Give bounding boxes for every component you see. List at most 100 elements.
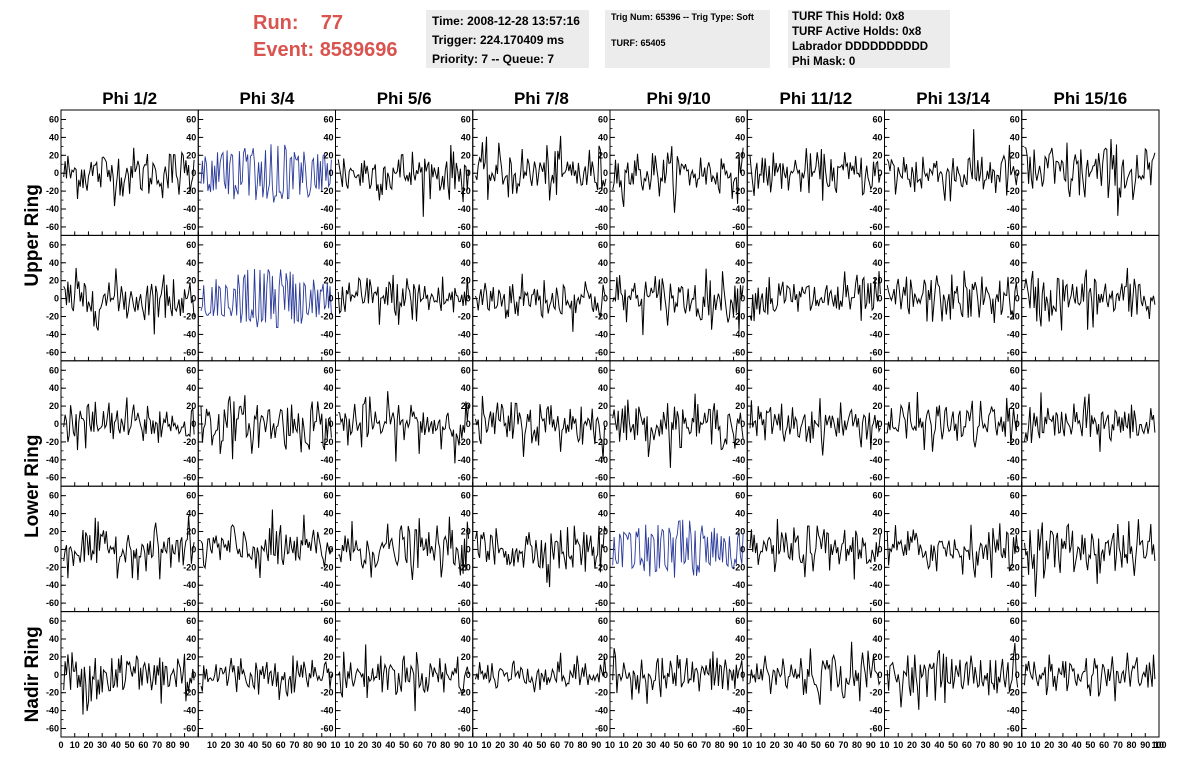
y-tick-label: 60 [1010,114,1020,124]
x-tick-label: 10 [742,740,752,750]
y-tick-label: 20 [872,276,882,286]
x-tick-label: 80 [989,740,999,750]
y-tick-label: -60 [1007,598,1020,608]
y-tick-label: -20 [595,312,608,322]
y-tick-label: 20 [49,526,59,536]
waveform-panel: -60 -40 -20 0 20 40 60 [46,109,199,236]
y-tick-label: -60 [869,347,882,357]
y-tick-label: 60 [461,365,471,375]
y-tick-label: 40 [1010,383,1020,393]
y-tick-label: 40 [49,132,59,142]
y-tick-label: -20 [869,437,882,447]
x-tick-label: 80 [303,740,313,750]
waveform-trace [886,642,1019,710]
y-tick-label: 40 [186,509,196,519]
y-tick-label: 20 [735,150,745,160]
y-tick-label: -20 [595,437,608,447]
waveform-trace [338,516,470,580]
y-tick-label: 20 [598,526,608,536]
y-tick-label: 40 [49,634,59,644]
y-tick-label: -20 [595,186,608,196]
y-tick-label: -20 [320,312,333,322]
phi-mask-text: Phi Mask: 0 [792,56,856,68]
y-tick-label: 20 [49,276,59,286]
y-tick-label: 40 [598,383,608,393]
y-tick-label: -60 [320,222,333,232]
waveform-trace [337,144,470,217]
y-tick-label: 40 [598,132,608,142]
y-tick-label: 0 [191,168,196,178]
x-tick-label: 10 [468,740,478,750]
waveform-panel: -60 -40 -20 0 20 40 60 [1007,234,1160,362]
waveform-trace [475,273,607,332]
y-tick-label: 20 [1010,150,1020,160]
x-tick-label: 30 [646,740,656,750]
x-tick-label: 70 [1113,740,1123,750]
x-tick-label: 10 [1030,740,1040,750]
y-tick-label: 40 [872,132,882,142]
y-tick-label: 40 [735,258,745,268]
waveform-trace [749,641,881,705]
trigger-info-box: Trig Num: 65396 -- Trig Type: Soft TURF:… [605,10,770,68]
y-tick-label: 0 [877,168,882,178]
column-header: Phi 9/10 [646,89,710,108]
y-tick-label: 0 [191,419,196,429]
y-tick-label: 60 [461,491,471,501]
y-tick-label: 60 [49,616,59,626]
waveform-trace [63,515,195,581]
waveform-panel: -60 -40 -20 0 20 40 60 [320,485,474,613]
y-tick-label: 0 [1015,670,1020,680]
waveform-trace [63,397,195,451]
y-tick-label: 40 [872,383,882,393]
y-tick-label: 40 [872,258,882,268]
y-tick-label: 60 [1010,365,1020,375]
y-tick-label: -60 [869,222,882,232]
priority-text: Priority: 7 -- Queue: 7 [432,52,555,66]
y-tick-label: -40 [183,204,196,214]
x-tick-label: 60 [413,740,423,750]
waveform-panel: -60 -40 -20 0 20 40 60 [46,360,199,487]
y-tick-label: 20 [461,276,471,286]
waveform-panel: -60 -40 -20 0 20 40 60 [869,109,1023,236]
y-tick-label: 60 [461,114,471,124]
y-tick-label: 0 [1015,168,1020,178]
waveform-panel: -60 -40 -20 0 20 40 60 [595,360,748,487]
y-tick-label: -60 [46,598,59,608]
y-tick-label: 40 [461,634,471,644]
y-tick-label: 20 [1010,652,1020,662]
y-tick-label: 40 [1010,132,1020,142]
y-tick-label: 0 [328,419,333,429]
y-tick-label: -60 [183,347,196,357]
y-tick-label: -60 [595,473,608,483]
column-header: Phi 5/6 [377,89,432,108]
x-tick-label: 90 [591,740,601,750]
x-tick-label: 10 [605,740,615,750]
y-tick-label: 20 [461,526,471,536]
y-tick-label: 60 [735,114,745,124]
x-tick-label: 90 [180,740,190,750]
y-tick-label: 0 [740,168,745,178]
y-tick-label: -60 [1007,347,1020,357]
x-tick-label: 20 [907,740,917,750]
y-tick-label: -60 [732,222,745,232]
waveform-trace [337,274,470,325]
time-text: Time: 2008-12-28 13:57:16 [432,14,580,28]
x-tick-label: 60 [550,740,560,750]
panel-frame [197,611,336,738]
y-tick-label: -60 [869,724,882,734]
x-tick-label: 10 [344,740,354,750]
y-tick-label: -40 [320,329,333,339]
y-tick-label: -40 [458,706,471,716]
x-tick-label: 60 [276,740,286,750]
x-tick-label: 90 [866,740,876,750]
x-tick-label: 30 [234,740,244,750]
y-tick-label: -40 [183,580,196,590]
waveform-panel: -60 -40 -20 0 20 40 60 [183,109,336,236]
x-tick-label: 0 [58,740,63,750]
waveform-trace [338,391,470,464]
y-tick-label: 60 [1010,240,1020,250]
y-tick-label: -20 [869,312,882,322]
y-tick-label: -20 [46,562,59,572]
y-tick-label: -60 [183,473,196,483]
waveform-trace [200,395,332,460]
